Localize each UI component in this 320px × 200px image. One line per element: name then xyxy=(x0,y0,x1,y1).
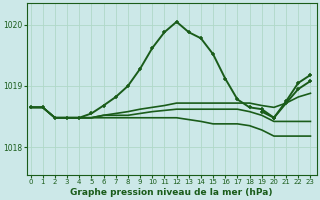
X-axis label: Graphe pression niveau de la mer (hPa): Graphe pression niveau de la mer (hPa) xyxy=(70,188,273,197)
